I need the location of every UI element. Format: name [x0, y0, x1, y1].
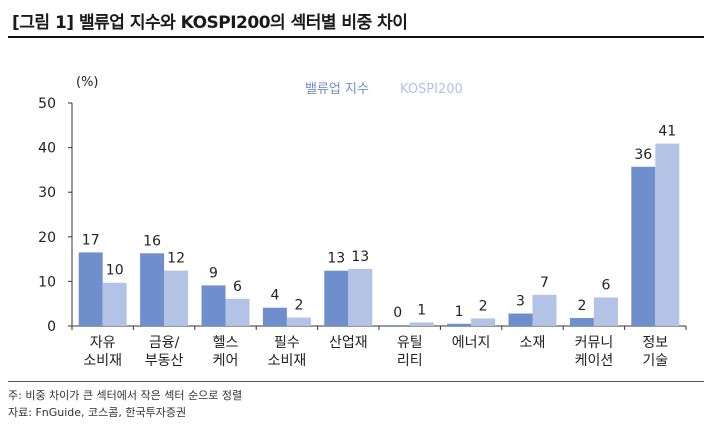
category-label: 에너지	[452, 335, 491, 351]
bar-series-2	[348, 268, 373, 326]
footnote-divider	[8, 381, 704, 382]
bar-series-1	[78, 252, 103, 326]
data-label: 17	[82, 232, 100, 248]
category-label: 기술	[642, 353, 668, 369]
category-label: 자유	[90, 335, 116, 351]
data-label: 13	[327, 251, 345, 267]
bar-series-2	[164, 270, 189, 326]
y-axis-label: (%)	[76, 75, 99, 90]
data-label: 9	[209, 265, 218, 281]
data-label: 2	[479, 298, 488, 314]
bar-series-1	[201, 285, 226, 326]
category-label: 케어	[213, 353, 239, 369]
bar-series-2	[225, 298, 250, 326]
category-label: 부동산	[145, 353, 184, 369]
title-divider	[8, 36, 704, 38]
data-label: 1	[417, 302, 426, 318]
category-label: 케이션	[575, 353, 614, 369]
footnote-note: 주: 비중 차이가 큰 섹터에서 작은 섹터 순으로 정렬	[8, 389, 243, 402]
data-label: 12	[167, 251, 185, 267]
category-label: 헬스	[213, 335, 239, 351]
data-label: 1	[455, 304, 464, 320]
bar-series-1	[569, 317, 594, 326]
bar-series-1	[631, 166, 656, 326]
category-label: 필수	[274, 335, 300, 351]
legend-series-2: KOSPI200	[400, 82, 463, 97]
bar-series-1	[324, 270, 349, 326]
bar-series-1	[262, 307, 287, 326]
bar-series-1	[385, 325, 410, 326]
category-label: 정보	[642, 335, 668, 351]
data-label: 4	[270, 288, 279, 304]
data-label: 3	[516, 294, 525, 310]
category-label: 리티	[397, 353, 423, 369]
footnote-source: 자료: FnGuide, 코스콤, 한국투자증권	[8, 406, 187, 419]
bar-series-2	[102, 282, 127, 326]
bar-series-1	[447, 323, 472, 326]
y-tick-label: 50	[38, 96, 56, 112]
data-label: 41	[658, 124, 676, 140]
data-label: 7	[540, 275, 549, 291]
data-label: 16	[143, 233, 161, 249]
data-label: 13	[351, 249, 369, 265]
data-label: 36	[634, 147, 652, 163]
bar-series-1	[140, 253, 165, 326]
bar-series-2	[655, 143, 680, 326]
category-label: 커뮤니	[575, 335, 614, 351]
category-label: 소재	[520, 335, 546, 351]
category-label: 금융/	[149, 335, 180, 351]
data-label: 2	[577, 298, 586, 314]
bar-series-2	[593, 297, 618, 326]
category-label: 소비재	[83, 353, 122, 369]
category-label: 유틸	[397, 335, 423, 351]
data-label: 6	[233, 279, 242, 295]
y-tick-label: 40	[38, 141, 56, 157]
data-label: 0	[393, 305, 402, 321]
y-tick-label: 0	[47, 319, 56, 335]
y-tick-label: 10	[38, 274, 56, 290]
bar-series-2	[286, 317, 311, 326]
category-label: 소비재	[268, 353, 307, 369]
y-tick-label: 20	[38, 230, 56, 246]
bar-series-1	[508, 313, 533, 326]
category-label: 산업재	[329, 335, 368, 351]
legend-series-1: 밸류업 지수	[305, 82, 369, 97]
data-label: 6	[601, 277, 610, 293]
data-label: 2	[294, 298, 303, 314]
bar-series-2	[471, 318, 496, 326]
bar-series-2	[409, 322, 434, 326]
chart-title: [그림 1] 밸류업 지수와 KOSPI200의 섹터별 비중 차이	[12, 13, 408, 33]
data-label: 10	[106, 263, 124, 279]
y-tick-label: 30	[38, 185, 56, 201]
bar-series-2	[532, 294, 557, 326]
